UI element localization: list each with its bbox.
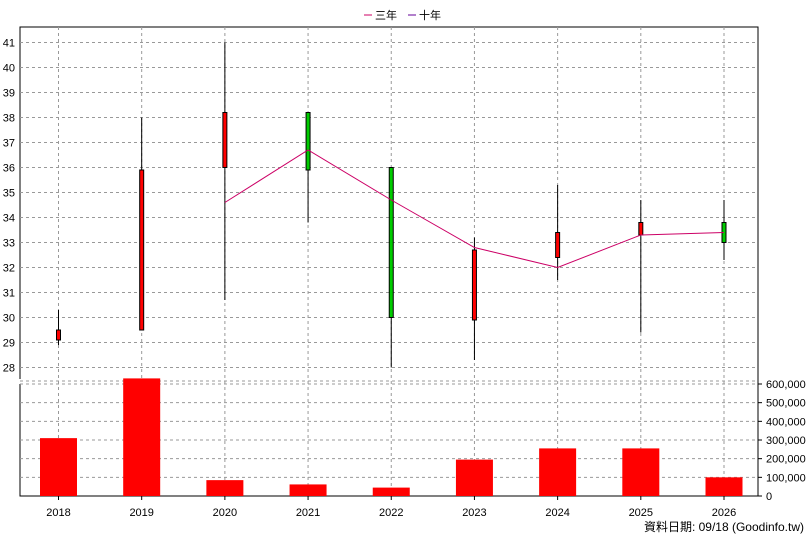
candle-body [222, 112, 228, 168]
price-tick-label: 37 [3, 138, 15, 150]
x-tick-label: 2024 [545, 507, 569, 519]
price-tick-label: 32 [3, 263, 15, 275]
legend-label-ten-year: 十年 [419, 8, 441, 22]
candles [56, 42, 727, 368]
volume-tick-label: 200,000 [766, 454, 806, 466]
x-tick-label: 2023 [462, 507, 486, 519]
volume-bars [40, 378, 743, 496]
legend-label-three-year: 三年 [375, 8, 397, 22]
price-tick-label: 30 [3, 313, 15, 325]
candle-body [388, 167, 394, 318]
price-tick-label: 31 [3, 288, 15, 300]
price-axis: 28 29 30 31 32 33 34 35 36 37 38 39 40 41 [3, 38, 15, 375]
price-tick-label: 29 [3, 338, 15, 350]
legend: 三年 十年 [364, 8, 441, 22]
candle-body [638, 222, 644, 236]
volume-tick-label: 300,000 [766, 435, 806, 447]
volume-bar [455, 459, 493, 496]
price-tick-label: 39 [3, 88, 15, 100]
price-tick-label: 35 [3, 188, 15, 200]
volume-tick-label: 100,000 [766, 472, 806, 484]
x-tick-label: 2026 [712, 507, 736, 519]
price-tick-label: 33 [3, 238, 15, 250]
price-tick-label: 28 [3, 363, 15, 375]
x-axis: 2018 2019 2020 2021 2022 2023 2024 2025 2026 [46, 496, 736, 519]
volume-bar [206, 480, 244, 496]
volume-tick-label: 0 [766, 491, 772, 503]
volume-bar [539, 448, 577, 496]
candle-body [555, 232, 561, 258]
three-year-line [224, 149, 725, 269]
volume-tick-label: 400,000 [766, 416, 806, 428]
x-tick-label: 2020 [213, 507, 237, 519]
volume-bar [289, 484, 327, 496]
price-tick-label: 38 [3, 113, 15, 125]
volume-axis: 0 100,000 200,000 300,000 400,000 500,000 600,… [758, 379, 806, 503]
source-label: 資料日期: 09/18 (Goodinfo.tw) [644, 520, 804, 534]
price-tick-label: 34 [3, 213, 15, 225]
volume-bar [372, 487, 410, 496]
candle-body [139, 169, 145, 331]
price-tick-label: 40 [3, 63, 15, 75]
three-year-series-line [224, 149, 725, 269]
candle-body [471, 249, 477, 321]
volume-tick-label: 500,000 [766, 398, 806, 410]
x-tick-label: 2022 [379, 507, 403, 519]
volume-bar [705, 477, 743, 496]
volume-tick-label: 600,000 [766, 379, 806, 391]
x-tick-label: 2021 [296, 507, 320, 519]
x-tick-label: 2018 [46, 507, 70, 519]
price-tick-label: 36 [3, 163, 15, 175]
candle-body [56, 329, 61, 341]
volume-bar [123, 378, 161, 496]
x-tick-label: 2025 [629, 507, 653, 519]
volume-bar [622, 448, 660, 496]
price-tick-label: 41 [3, 38, 15, 50]
candle-body [305, 112, 311, 171]
volume-bar [40, 438, 77, 496]
x-tick-label: 2019 [129, 507, 153, 519]
